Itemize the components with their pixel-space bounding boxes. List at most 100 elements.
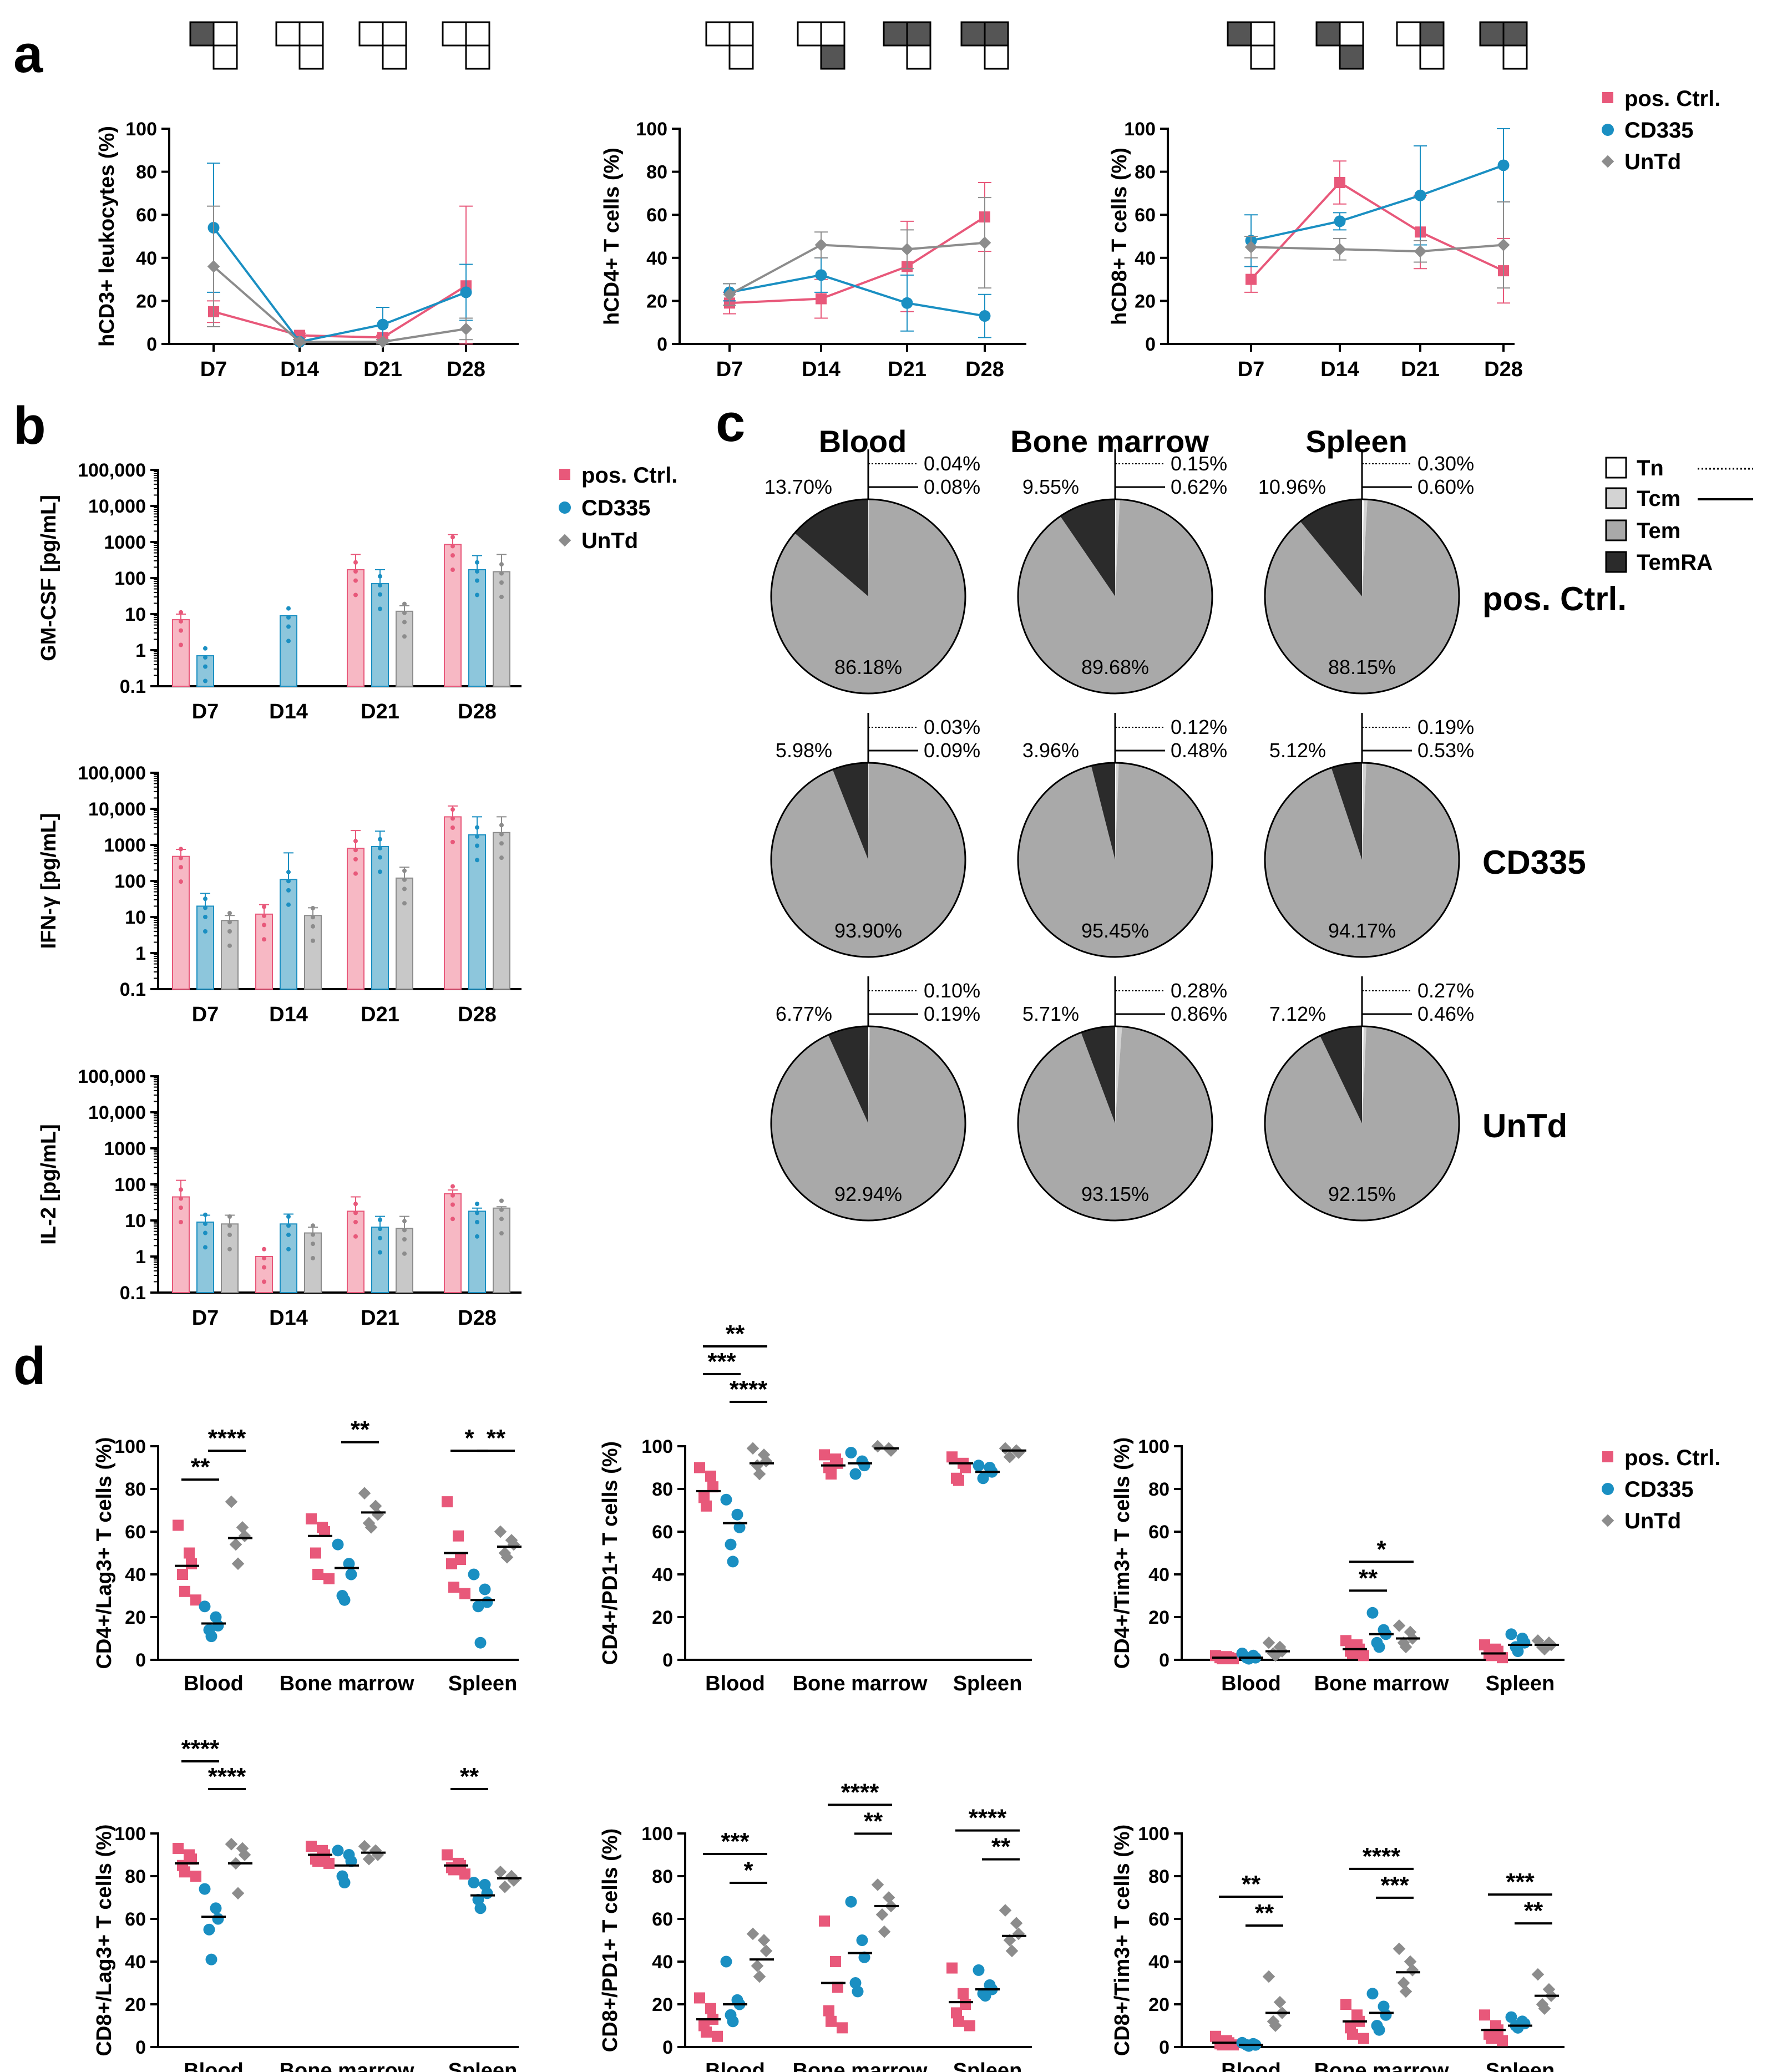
data-point [826,2015,837,2027]
icon-square [797,21,822,47]
data-point [1262,1970,1275,1983]
bar [196,905,214,990]
data-point [343,1558,355,1570]
data-point [882,1891,895,1904]
data-dot [378,837,382,842]
data-point [500,1551,514,1564]
y-tick-label: 0 [1159,2037,1169,2058]
data-dot [402,868,407,873]
bar [255,1256,273,1293]
data-point [727,1556,739,1568]
y-tick-label: 60 [1148,1522,1169,1543]
y-tick-label: 1 [135,943,146,964]
y-tick-label: 80 [646,162,667,183]
pie-label-temra: 5.71% [1022,1002,1079,1025]
y-tick-label: 0 [135,1650,146,1671]
pie: 0.19%0.53% 94.17% 5.12% [1264,713,1474,958]
data-dot [499,855,504,860]
data-dot [378,592,382,597]
sig-stars: *** [707,1348,736,1375]
sig-stars: *** [1506,1868,1535,1896]
y-tick-label: 20 [125,1607,146,1628]
data-point [1497,1652,1508,1664]
icon-square [1227,21,1252,47]
icon-square [984,44,1009,70]
data-point [1334,177,1345,188]
bar [280,879,297,990]
data-point [238,1848,251,1861]
data-dot [311,938,315,943]
data-point [757,1934,771,1947]
data-point [231,1557,245,1571]
data-point [1244,241,1258,254]
chart-b1: 0.1 1 10 100 1000 10,000 100,000 GM-CSF [pg/mL]… [37,460,522,723]
pie: 0.04%0.08% 86.18% 13.70% [764,449,980,695]
legend-label-untd: UnTd [1624,150,1681,174]
data-point [177,1569,188,1580]
data-dot [203,905,207,910]
legend-label: TemRA [1637,550,1713,575]
y-tick-label: 20 [1135,291,1156,312]
y-tick-label: 1000 [104,835,146,856]
data-dot [402,1237,407,1242]
pie-slice-tem [771,1026,966,1220]
sig-stars: ** [864,1807,883,1835]
y-tick-label: 80 [125,1866,146,1887]
x-tick-label: D21 [361,1003,399,1026]
x-tick-label: D7 [200,358,227,381]
data-dot [203,655,207,660]
data-dot [203,929,207,934]
data-point [731,1508,743,1521]
pie: 0.30%0.60% 88.15% 10.96% [1258,449,1474,695]
pie-slice-tcm [1362,763,1366,860]
chart-d3: 0 20 40 60 80 100 Blood Bone marrow Spleen CD4+/T… [1111,1436,1565,1695]
chart-a2: 0 20 40 60 80 100 D7 D14 D21 D28 hCD4+ T cells (%) [600,21,1026,381]
data-point [1010,1917,1023,1930]
y-tick-label: 40 [1148,1564,1169,1585]
data-point [199,1600,211,1613]
legend-marker-cd335 [559,501,571,514]
data-point [973,1460,985,1472]
y-tick-label: 60 [125,1909,146,1930]
data-point [332,1538,344,1551]
pie-label-tcm: 0.09% [924,739,980,762]
data-point [312,1856,323,1867]
data-point [832,1982,843,1993]
data-dot [450,1217,455,1222]
data-point [1334,215,1346,227]
icon-square [442,21,467,47]
pie-slice-temra [828,1026,868,1123]
data-dot [353,1234,358,1239]
x-tick-label: Blood [705,1672,765,1695]
pie-slice-temra [1300,499,1362,596]
data-dot [450,544,455,549]
data-dot [475,592,479,597]
data-dot [227,920,232,925]
pie-slice-tcm [1115,763,1119,860]
icon-square [1479,21,1505,47]
y-tick-label: 60 [136,205,157,226]
series-line [729,241,985,296]
legend-label-untd: UnTd [581,529,638,553]
data-dot [402,620,407,625]
data-dot [286,902,291,907]
data-point [979,1990,991,2002]
y-tick-label: 40 [652,1952,673,1973]
y-tick-label: 100 [636,119,667,140]
data-point [212,1913,224,1925]
data-dot [179,1219,183,1224]
data-point [852,1985,864,1998]
legend-marker-pos [1602,1451,1613,1462]
sig-stars: *** [721,1828,750,1855]
x-tick-label: D7 [1238,358,1265,381]
data-dot [203,1212,207,1217]
y-tick-label: 100 [114,568,146,589]
data-dot [450,1184,455,1189]
x-tick-label: D14 [269,1003,308,1026]
legend-marker-untd [1601,155,1614,168]
y-tick-label: 0 [135,2037,146,2058]
legend-marker-untd [1601,1514,1614,1527]
x-tick-label: D7 [192,1003,219,1026]
pie-label-tem: 93.90% [834,919,902,942]
data-point [225,1495,238,1508]
